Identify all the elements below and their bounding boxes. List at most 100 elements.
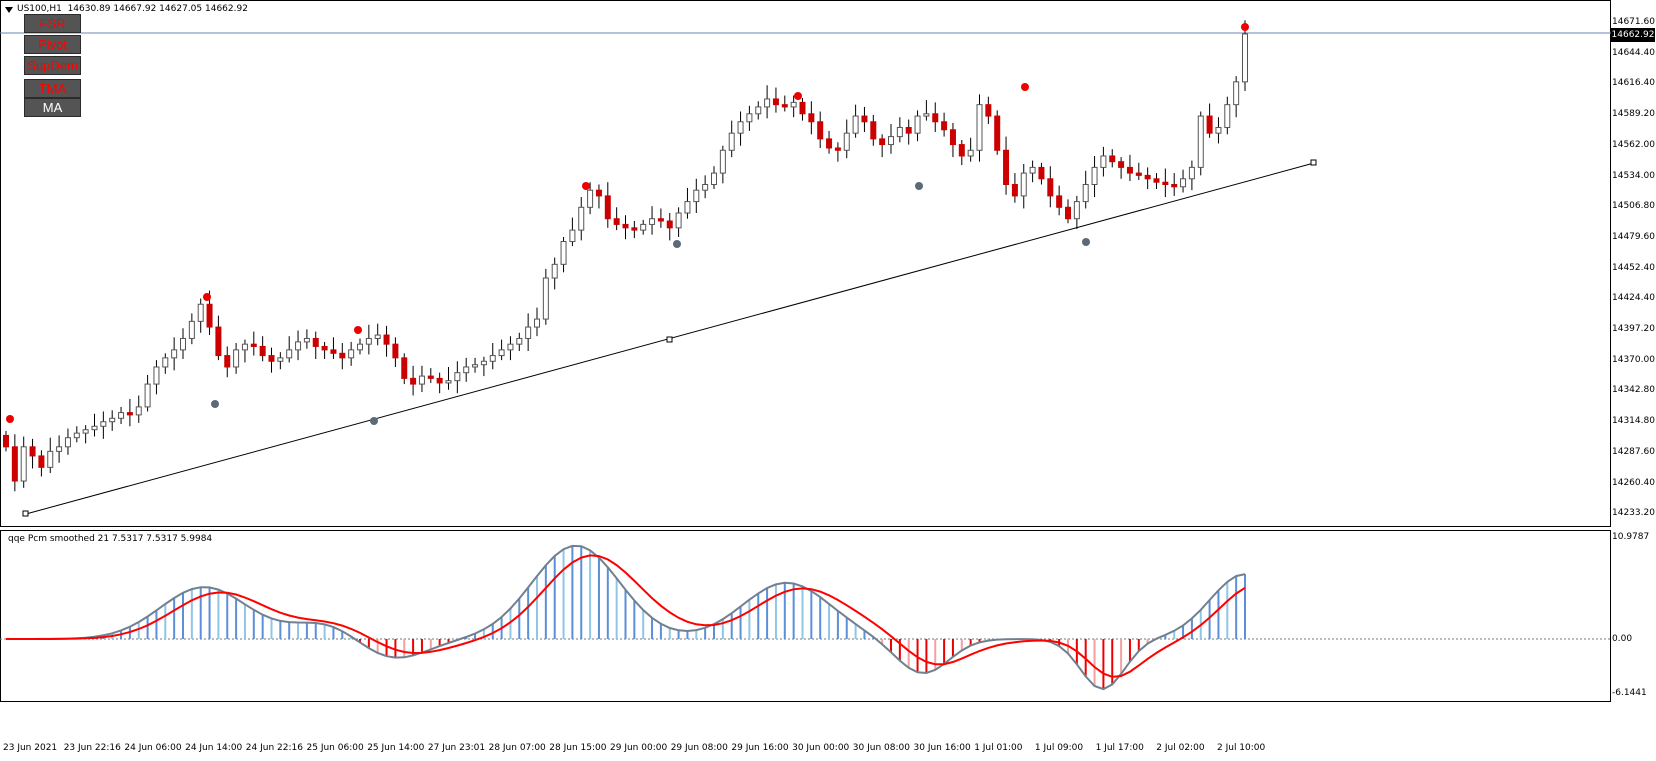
candle-body [684, 201, 691, 214]
candle-body [666, 220, 673, 229]
candle-body [1056, 195, 1063, 208]
candle-body [206, 303, 213, 328]
candle-body [277, 357, 284, 362]
candle-body [109, 417, 116, 423]
time-tick-label: 28 Jun 07:00 [488, 743, 546, 753]
candle-body [64, 437, 71, 448]
time-tick-label: 1 Jul 01:00 [974, 743, 1023, 753]
candle-body [932, 113, 939, 123]
candle-body [188, 320, 195, 339]
time-tick-label: 25 Jun 14:00 [367, 743, 425, 753]
candle-body [47, 450, 54, 468]
candle-body [365, 337, 372, 345]
candle-body [675, 212, 682, 229]
candle-body [286, 349, 293, 359]
candle-body [693, 189, 700, 203]
candle-body [879, 138, 886, 146]
swing-high-dot [6, 415, 14, 423]
candle-body [383, 334, 390, 345]
current-price-label: 14662.92 [1611, 28, 1655, 42]
time-tick-label: 24 Jun 06:00 [124, 743, 182, 753]
candle-body [1003, 149, 1010, 185]
ma-button[interactable]: MA [24, 98, 81, 117]
indicator-tick-label: 0.00 [1612, 634, 1633, 644]
candle-body [357, 343, 363, 351]
candle-body [56, 446, 63, 452]
price-tick-label: 14671.60 [1612, 17, 1655, 27]
price-tick-label: 14342.80 [1612, 385, 1655, 396]
price-tick-label: 14506.80 [1612, 201, 1655, 212]
time-tick-label: 24 Jun 22:16 [245, 743, 303, 753]
candle-body [38, 455, 45, 468]
candle-body [472, 364, 479, 368]
candle-body [976, 104, 983, 151]
time-tick-label: 30 Jun 08:00 [852, 743, 910, 753]
candle-body [613, 218, 620, 225]
candle-body [728, 132, 735, 151]
candle-body [1082, 183, 1089, 203]
candle-body [180, 337, 186, 351]
candle-body [1065, 206, 1071, 220]
price-tick-label: 14233.20 [1612, 508, 1655, 519]
candle-body [1020, 172, 1027, 197]
menu-triangle-icon[interactable] [5, 7, 13, 13]
candle-body [507, 343, 514, 351]
candle-body [640, 223, 647, 231]
tma-button[interactable]: TMA [24, 79, 81, 98]
candle-body [817, 121, 824, 140]
candle-body [781, 104, 788, 108]
time-tick-label: 29 Jun 16:00 [731, 743, 789, 753]
fsr-button[interactable]: FSR [24, 14, 81, 33]
candle-body [1153, 178, 1160, 183]
indicator-tick-label: -6.1441 [1612, 688, 1647, 698]
symbol-header: US100,H1 14630.89 14667.92 14627.05 1466… [17, 4, 248, 14]
candle-body [392, 343, 399, 359]
candle-body [489, 355, 496, 362]
swing-high-dot [794, 92, 802, 100]
candle-body [657, 218, 664, 222]
supdem-button[interactable]: SupDem [24, 56, 81, 75]
candle-body [215, 326, 222, 357]
pivot-button[interactable]: Pivot [24, 35, 81, 54]
candle-body [1233, 81, 1240, 106]
candle-body [29, 446, 36, 457]
time-tick-label: 2 Jul 02:00 [1156, 743, 1205, 753]
candle-body [711, 172, 717, 185]
candle-body [295, 341, 302, 351]
candle-body [374, 334, 381, 339]
candle-body [852, 115, 859, 134]
candle-body [1011, 183, 1018, 197]
price-tick-label: 14397.20 [1612, 324, 1655, 334]
candle-body [604, 195, 611, 220]
swing-low-dot [1082, 238, 1090, 246]
candle-body [949, 129, 956, 146]
indicator-tick-label: 10.9787 [1612, 532, 1650, 542]
candle-body [737, 121, 744, 134]
candle-body [1171, 183, 1178, 188]
candle-body [631, 227, 638, 231]
candle-body [171, 349, 178, 359]
candle-body [259, 345, 266, 357]
candle-body [1038, 166, 1045, 180]
candle-body [905, 126, 912, 134]
main-chart-frame [0, 0, 1611, 527]
candle-body [445, 380, 452, 384]
candle-body [436, 377, 443, 384]
candle-body [1224, 104, 1231, 128]
candle-body [197, 303, 204, 322]
candle-body [551, 263, 558, 279]
price-tick-label: 14534.00 [1612, 170, 1655, 181]
candle-body [339, 352, 346, 359]
candle-body [1100, 155, 1107, 168]
candle-body [330, 349, 337, 354]
candle-body [100, 421, 107, 427]
ohlc-values: 14630.89 14667.92 14627.05 14662.92 [67, 4, 248, 14]
candle-body [1135, 172, 1142, 176]
candle-body [958, 144, 965, 157]
candle-body [91, 425, 98, 431]
candle-body [764, 98, 771, 108]
symbol-label: US100,H1 [17, 4, 62, 14]
time-tick-label: 1 Jul 09:00 [1034, 743, 1084, 753]
